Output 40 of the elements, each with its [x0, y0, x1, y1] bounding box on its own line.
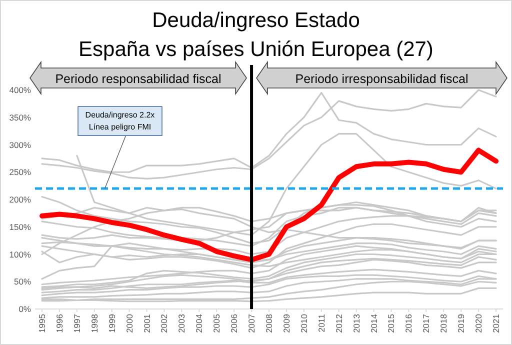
x-tick-label: 2001 [142, 314, 152, 333]
y-tick-label: 50% [14, 276, 32, 287]
x-tick-label: 2008 [264, 314, 274, 333]
y-tick-label: 400% [9, 85, 32, 95]
x-tick-label: 2016 [404, 314, 414, 333]
x-tick-label: 2018 [438, 314, 449, 333]
x-tick-label: 1995 [36, 314, 47, 333]
x-tick-label: 2021 [491, 314, 502, 333]
x-tick-label: 1996 [54, 314, 64, 333]
text: Periodo irresponsabilidad fiscal [295, 72, 468, 86]
y-tick-label: 150% [9, 222, 32, 232]
x-tick-label: 2017 [421, 314, 432, 333]
x-tick-label: 2020 [474, 314, 484, 333]
x-tick-label: 1998 [89, 314, 100, 333]
x-tick-label: 1999 [106, 314, 117, 333]
text: Periodo responsabilidad fiscal [55, 72, 222, 86]
chart-title: Deuda/ingreso Estado España vs países Unión Europea (27) [78, 9, 434, 61]
x-tick-label: 2005 [212, 314, 222, 333]
y-tick-label: 100% [9, 249, 32, 260]
y-tick-label: 200% [9, 194, 32, 204]
x-tick-label: 2011 [316, 314, 326, 332]
x-tick-label: 2007 [246, 314, 257, 333]
ref-line-label: Deuda/ingreso 2.2x Línea peligro FMI [85, 110, 155, 132]
x-tick-label: 2009 [281, 314, 292, 333]
x-tick-label: 2002 [159, 314, 170, 333]
x-tick-label: 2015 [386, 314, 396, 333]
x-tick-label: 2000 [124, 314, 134, 333]
x-tick-label: 1997 [72, 314, 82, 333]
x-tick-label: 2014 [368, 314, 379, 333]
y-tick-label: 0% [18, 304, 32, 314]
y-tick-label: 350% [9, 112, 32, 122]
x-tick-label: 2012 [334, 314, 344, 333]
x-tick-label: 2013 [351, 314, 362, 333]
x-tick-label: 2019 [456, 314, 466, 333]
x-tick-label: 2003 [176, 314, 187, 333]
y-tick-label: 300% [9, 140, 32, 150]
x-tick-label: 2010 [298, 314, 309, 333]
y-tick-label: 250% [9, 167, 32, 178]
x-tick-label: 2004 [194, 314, 204, 333]
x-tick-label: 2006 [229, 314, 240, 333]
